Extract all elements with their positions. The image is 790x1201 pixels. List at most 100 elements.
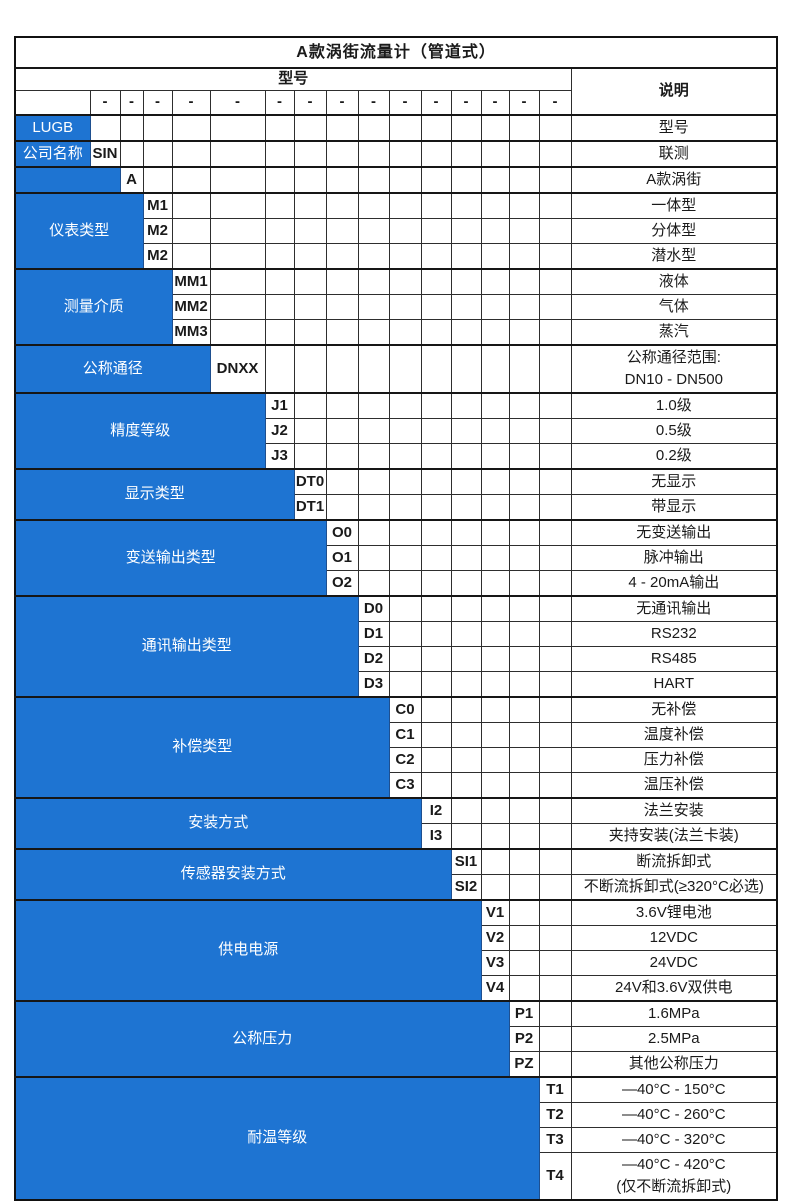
empty-cell xyxy=(325,140,359,168)
empty-cell xyxy=(357,319,390,346)
empty-cell xyxy=(357,192,390,219)
desc-cell: 0.2级 xyxy=(570,443,778,470)
empty-cell xyxy=(325,443,359,470)
code-cell: DT1 xyxy=(293,494,327,521)
desc-cell: 公称通径范围: DN10 - DN500 xyxy=(570,344,778,394)
code-cell: D2 xyxy=(357,646,390,672)
table-row: M2 潜水型 xyxy=(15,243,778,270)
empty-cell xyxy=(357,418,390,444)
empty-cell xyxy=(538,344,572,394)
empty-cell xyxy=(480,218,510,244)
desc-cell: 断流拆卸式 xyxy=(570,848,778,875)
desc-cell: A款涡街 xyxy=(570,166,778,194)
empty-cell xyxy=(508,192,540,219)
empty-cell xyxy=(450,747,482,773)
empty-cell xyxy=(420,646,452,672)
empty-cell xyxy=(420,494,452,521)
empty-cell xyxy=(388,468,422,495)
empty-cell xyxy=(508,671,540,698)
empty-cell xyxy=(293,443,327,470)
empty-cell xyxy=(357,268,390,295)
model-header: 型号 xyxy=(14,67,572,91)
empty-cell xyxy=(538,595,572,622)
dash-cell: - xyxy=(209,90,266,116)
empty-cell xyxy=(480,418,510,444)
code-cell: O0 xyxy=(325,519,359,546)
desc-cell: RS485 xyxy=(570,646,778,672)
empty-cell xyxy=(388,494,422,521)
empty-cell xyxy=(264,294,295,320)
empty-cell xyxy=(388,243,422,270)
table-row: 公称压力 P1 1.6MPa xyxy=(14,1000,778,1078)
empty-cell xyxy=(293,294,327,320)
empty-cell xyxy=(480,772,510,799)
table-row: C2 压力补偿 xyxy=(15,747,778,773)
category-cell-temperature-grade: 耐温等级 xyxy=(14,1076,540,1201)
empty-cell xyxy=(209,166,266,194)
desc-cell: 气体 xyxy=(570,294,778,320)
empty-cell xyxy=(388,218,422,244)
empty-cell xyxy=(480,243,510,270)
empty-cell xyxy=(388,140,422,168)
empty-cell xyxy=(171,140,211,168)
table-row: 变送输出类型 O0 无变送输出 xyxy=(14,519,778,597)
empty-cell xyxy=(538,218,572,244)
code-cell: SI2 xyxy=(450,874,482,901)
empty-cell xyxy=(480,294,510,320)
empty-cell xyxy=(480,874,510,901)
empty-cell xyxy=(480,392,510,419)
empty-cell xyxy=(420,772,452,799)
empty-cell xyxy=(538,722,572,748)
empty-cell xyxy=(538,899,572,926)
empty-cell xyxy=(480,268,510,295)
code-cell: DT0 xyxy=(293,468,327,495)
dash-cell: - xyxy=(89,90,121,116)
code-cell: V3 xyxy=(480,950,510,976)
empty-cell xyxy=(388,192,422,219)
empty-cell xyxy=(538,192,572,219)
desc-cell: 12VDC xyxy=(570,925,778,951)
empty-cell xyxy=(480,747,510,773)
code-cell: T2 xyxy=(538,1102,572,1128)
table-row: P2 2.5MPa xyxy=(15,1026,778,1052)
desc-line: 公称通径范围: xyxy=(626,349,721,367)
empty-cell xyxy=(538,1000,572,1027)
code-cell: PZ xyxy=(508,1051,540,1078)
desc-line: (仅不断流拆卸式) xyxy=(616,1178,732,1195)
empty-cell xyxy=(420,519,452,546)
code-cell: O2 xyxy=(325,570,359,597)
empty-cell xyxy=(508,114,540,142)
empty-cell xyxy=(264,218,295,244)
empty-cell xyxy=(538,975,572,1002)
empty-cell xyxy=(171,166,211,194)
table-row: MM3 蒸汽 xyxy=(15,319,778,346)
empty-cell xyxy=(508,140,540,168)
empty-cell xyxy=(388,646,422,672)
empty-cell xyxy=(293,114,327,142)
empty-cell xyxy=(538,294,572,320)
table-row: MM2 气体 xyxy=(15,294,778,320)
desc-cell: —40°C - 420°C (仅不断流拆卸式) xyxy=(570,1152,778,1201)
code-cell: V1 xyxy=(480,899,510,926)
empty-cell xyxy=(357,570,390,597)
desc-cell: HART xyxy=(570,671,778,698)
dash-cell: - xyxy=(450,90,482,116)
empty-cell xyxy=(171,192,211,219)
desc-cell: 一体型 xyxy=(570,192,778,219)
empty-cell xyxy=(209,192,266,219)
empty-cell xyxy=(480,468,510,495)
empty-cell xyxy=(480,166,510,194)
empty-cell xyxy=(388,671,422,698)
desc-cell: 温压补偿 xyxy=(570,772,778,799)
dash-cell: - xyxy=(119,90,144,116)
empty-cell xyxy=(480,621,510,647)
empty-cell xyxy=(538,319,572,346)
empty-cell xyxy=(508,747,540,773)
empty-cell xyxy=(293,192,327,219)
empty-cell xyxy=(508,797,540,824)
category-cell-transmit-output: 变送输出类型 xyxy=(14,519,327,597)
empty-cell xyxy=(508,899,540,926)
empty-cell xyxy=(538,140,572,168)
empty-cell xyxy=(508,722,540,748)
empty-cell xyxy=(357,494,390,521)
